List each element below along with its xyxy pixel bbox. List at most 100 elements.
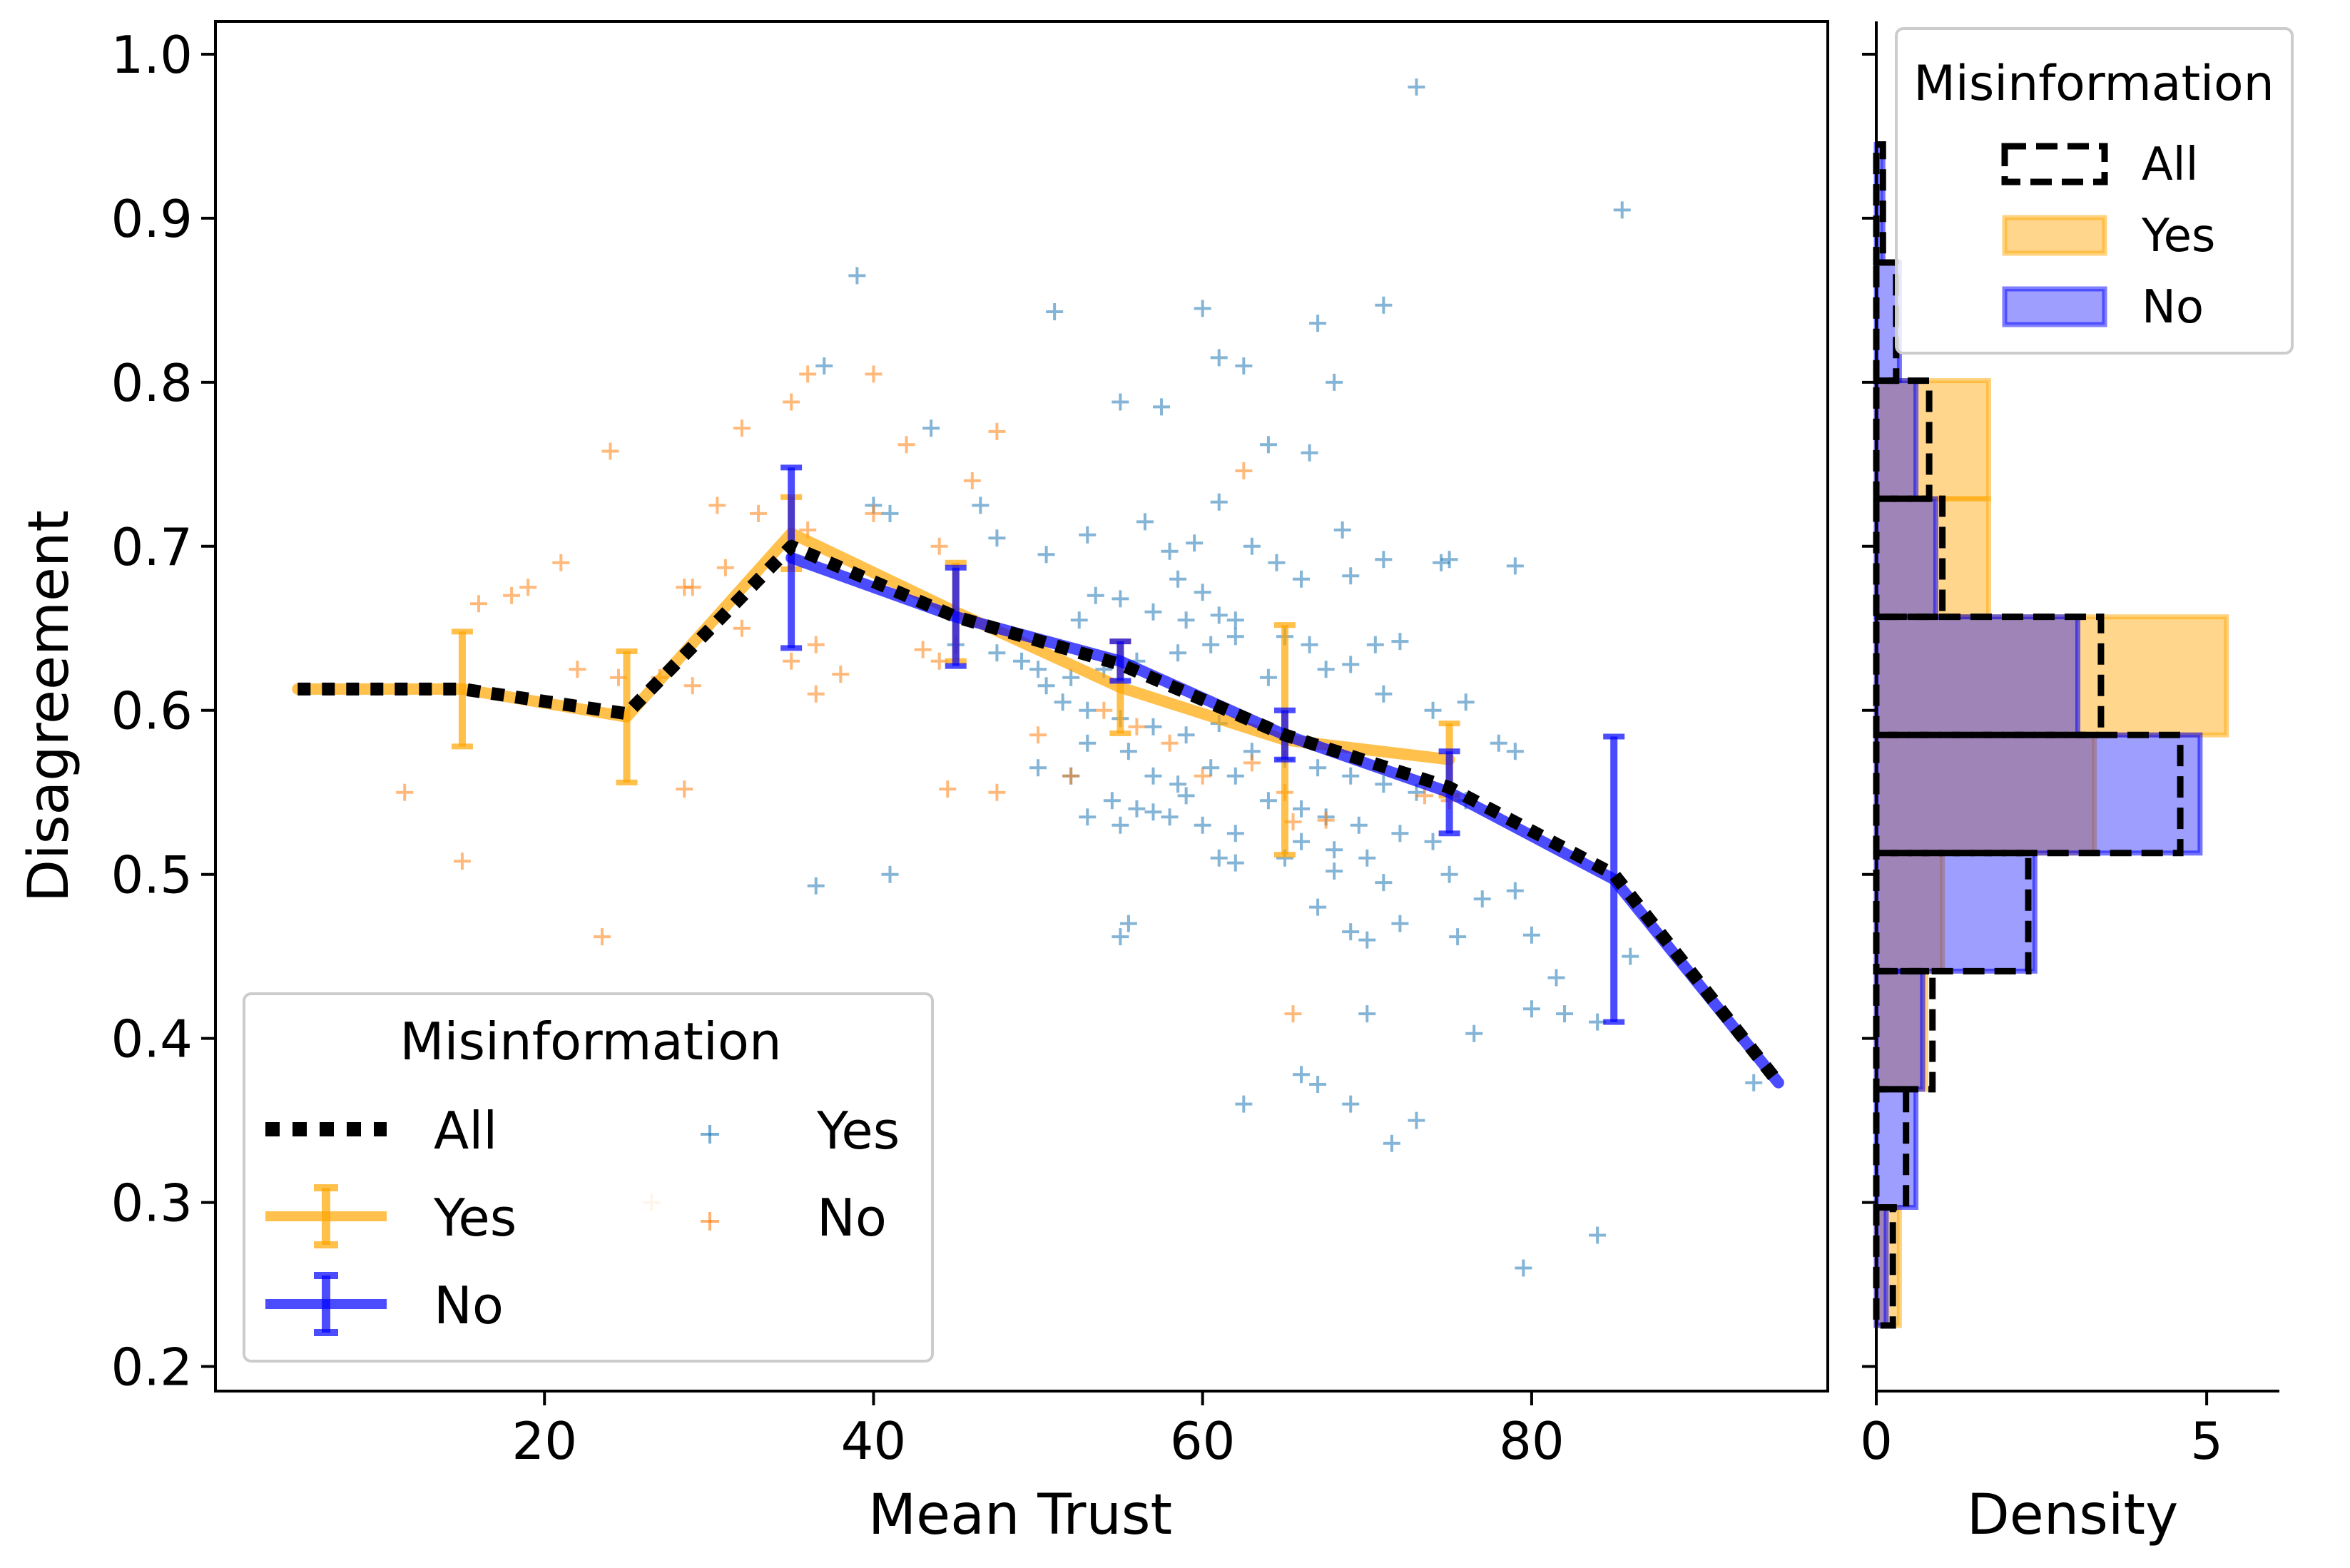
legend-no-swatch [265, 1272, 387, 1336]
scatter-point-yes [1259, 668, 1277, 686]
scatter-point-yes [1342, 923, 1360, 941]
scatter-point-no [1235, 462, 1253, 480]
scatter-point-yes [1235, 1095, 1253, 1113]
side-x-tick-label: 0 [1860, 1411, 1893, 1471]
scatter-point-no [733, 419, 751, 437]
scatter-point-no [865, 365, 882, 383]
scatter-point-no [807, 636, 825, 653]
scatter-point-no [963, 472, 981, 489]
scatter-point-yes [1119, 915, 1137, 932]
side-legend-all-label: All [2142, 138, 2198, 191]
side-legend-no-swatch [2002, 286, 2107, 327]
scatter-point-no [552, 554, 570, 571]
scatter-point-yes [1226, 854, 1244, 872]
scatter-point-no [988, 422, 1006, 440]
scatter-point-yes [1309, 1076, 1327, 1094]
scatter-point-yes [1119, 743, 1137, 760]
side-legend-yes-swatch [2002, 215, 2107, 256]
scatter-point-no [750, 504, 768, 522]
scatter-point-yes [881, 865, 899, 883]
error-bar-no [1109, 638, 1131, 684]
scatter-point-yes [1029, 759, 1047, 777]
scatter-point-yes [1745, 1074, 1763, 1091]
scatter-point-no [1029, 726, 1047, 744]
scatter-point-yes [988, 529, 1006, 547]
scatter-point-no [1161, 734, 1179, 752]
scatter-point-yes [1326, 841, 1343, 859]
y-tick-label: 1.0 [111, 25, 193, 85]
scatter-point-yes [1506, 882, 1524, 900]
scatter-point-no [939, 780, 957, 798]
scatter-point-no [469, 595, 487, 613]
scatter-point-yes [1391, 825, 1409, 842]
scatter-point-no [1284, 1005, 1302, 1023]
scatter-point-no [783, 652, 800, 670]
scatter-point-yes [1375, 685, 1393, 703]
scatter-point-yes [1235, 357, 1253, 375]
scatter-point-yes [1046, 302, 1064, 320]
scatter-point-no [865, 504, 882, 522]
side-x-tick-label: 5 [2190, 1411, 2223, 1471]
legend-no-label: No [434, 1276, 504, 1335]
scatter-point-yes [1350, 816, 1368, 834]
scatter-point-yes [1210, 493, 1228, 511]
x-axis-label: Mean Trust [868, 1483, 1172, 1547]
scatter-point-yes [1079, 526, 1097, 544]
scatter-point-yes [1194, 816, 1211, 834]
error-bar-yes [616, 648, 638, 785]
scatter-point-yes [1342, 1095, 1360, 1113]
scatter-point-no [930, 652, 948, 670]
scatter-point-yes [1515, 1259, 1532, 1277]
scatter-point-yes [1424, 701, 1442, 719]
scatter-point-yes [1177, 787, 1195, 805]
scatter-point-yes [1309, 315, 1327, 332]
scatter-point-no [1095, 701, 1113, 719]
scatter-point-yes [1037, 677, 1055, 695]
scatter-point-yes [1054, 693, 1072, 711]
scatter-point-yes [1613, 201, 1631, 219]
scatter-point-yes [1136, 513, 1154, 531]
scatter-point-yes [1144, 603, 1162, 621]
scatter-point-no [396, 783, 414, 801]
scatter-point-yes [1440, 551, 1458, 569]
scatter-point-yes [1177, 611, 1195, 629]
scatter-point-yes [1210, 349, 1228, 367]
scatter-point-yes [1169, 644, 1187, 662]
scatter-point-yes [1259, 436, 1277, 454]
scatter-point-yes [1161, 542, 1179, 560]
x-tick-label: 60 [1170, 1411, 1236, 1471]
scatter-point-yes [1226, 767, 1244, 785]
scatter-point-yes [1366, 636, 1384, 653]
scatter-point-yes [1326, 373, 1343, 391]
y-tick-label: 0.2 [111, 1338, 193, 1398]
scatter-point-yes [1128, 800, 1146, 818]
scatter-point-yes [1490, 734, 1507, 752]
scatter-point-yes [1440, 865, 1458, 883]
main-legend: Misinformation All Yes No Yes No [243, 992, 934, 1363]
main-legend-box [243, 992, 934, 1363]
scatter-point-yes [1383, 1134, 1400, 1152]
scatter-point-yes [1144, 718, 1162, 735]
main-legend-title: Misinformation [400, 1012, 781, 1071]
scatter-point-no [519, 579, 537, 596]
y-axis-label: Disagreement [17, 510, 81, 902]
scatter-point-no [453, 852, 471, 870]
scatter-point-yes [1391, 633, 1409, 651]
series-line-all [297, 539, 1784, 1087]
hist-bar-no [1873, 614, 2080, 738]
scatter-point-yes [1301, 444, 1318, 462]
scatter-point-no [601, 442, 619, 460]
scatter-point-yes [1375, 296, 1393, 314]
scatter-point-no [1243, 754, 1261, 772]
scatter-point-no [783, 393, 800, 411]
scatter-point-no [1128, 718, 1146, 735]
scatter-point-yes [1210, 606, 1228, 624]
hist-bar-no [1873, 496, 1938, 620]
error-bar-no [945, 564, 967, 669]
scatter-point-yes [1112, 928, 1129, 946]
scatter-point-no [593, 928, 611, 946]
scatter-point-yes [1342, 567, 1360, 585]
main-axes: 20 40 60 80 0.2 0.3 0.4 0.5 0.6 0.7 0.8 0.9 1.0 [111, 25, 1564, 1471]
